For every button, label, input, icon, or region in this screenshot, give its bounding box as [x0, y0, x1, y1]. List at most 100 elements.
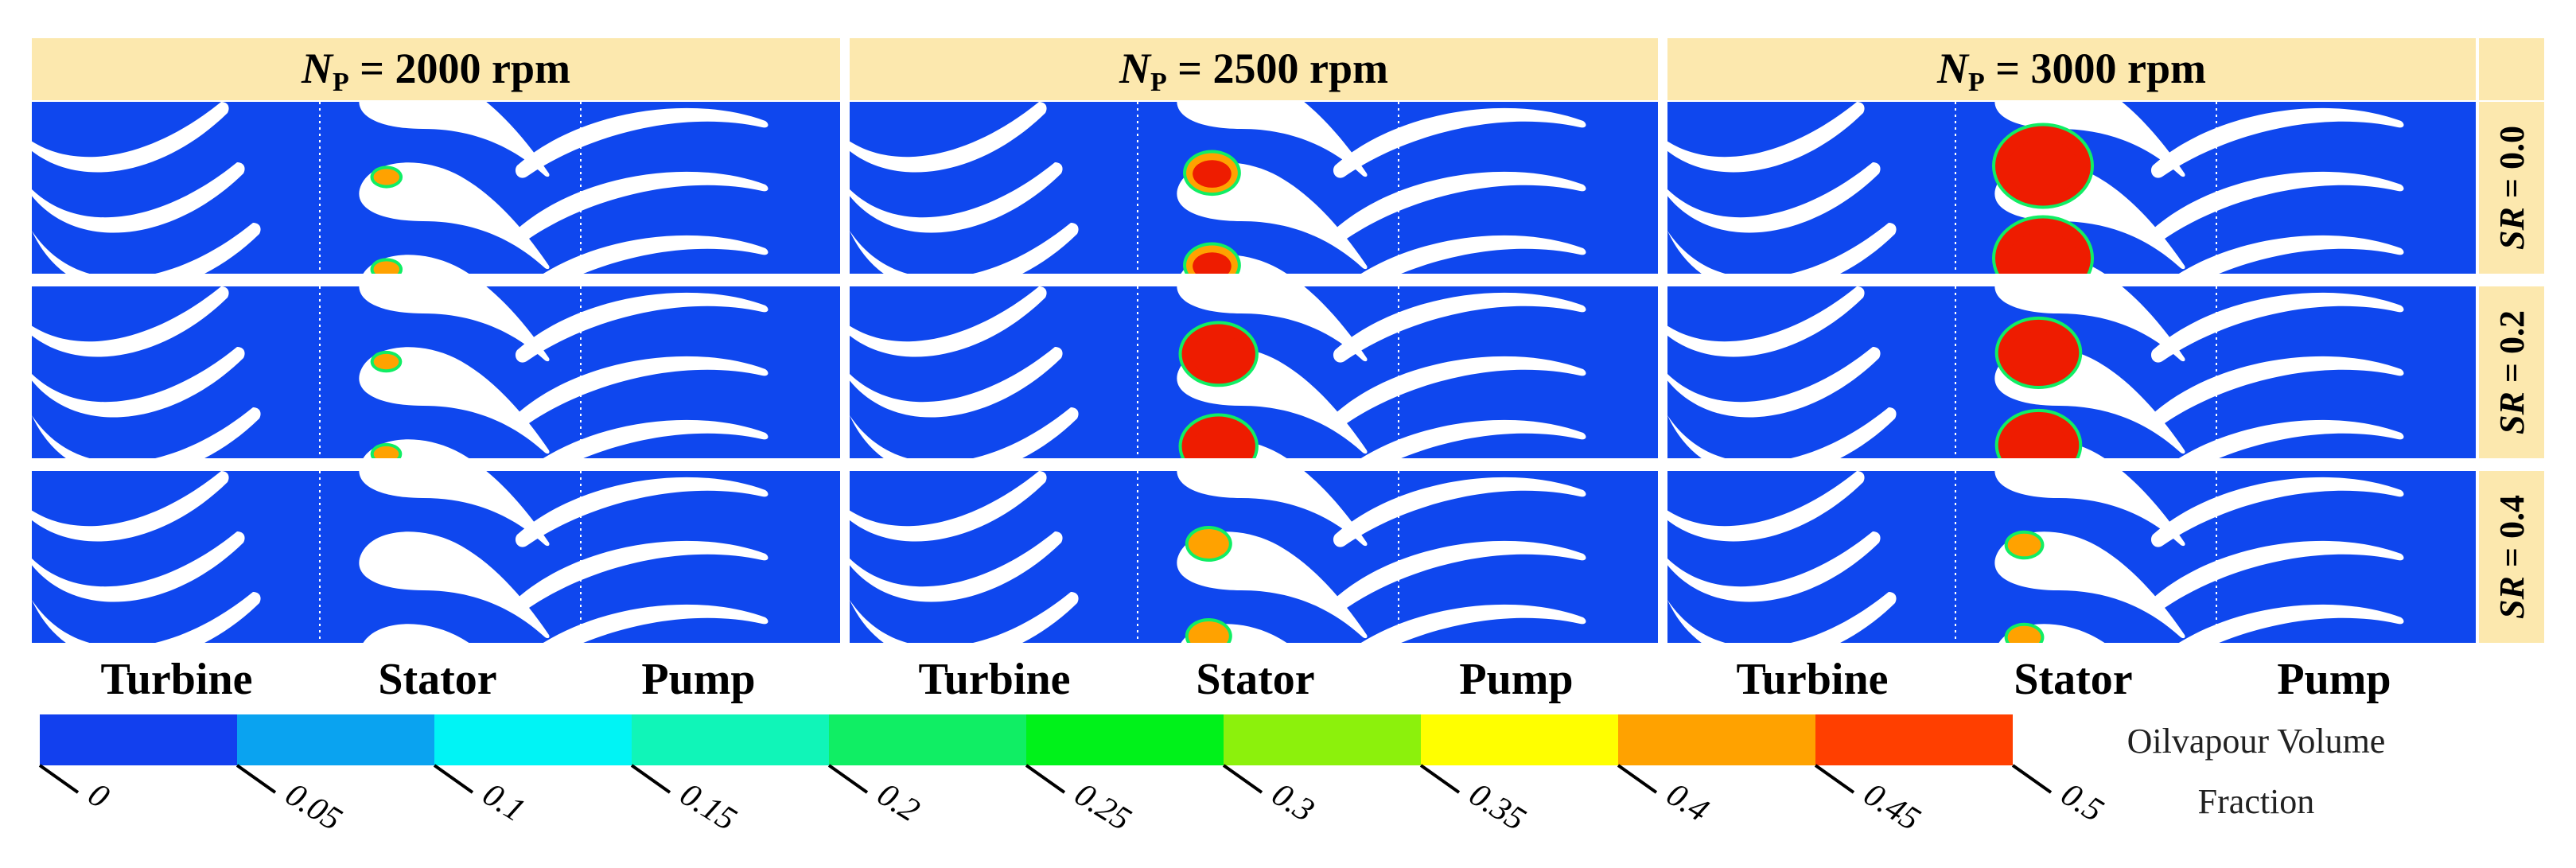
panel-clip-group [1667, 471, 2476, 643]
stator-blade [1177, 102, 1368, 177]
colorbar-segment [237, 714, 434, 765]
cavity-core [1191, 334, 1247, 376]
turbine-blade [850, 286, 1047, 357]
cavity-region [2007, 625, 2041, 643]
cavity-region [2007, 533, 2041, 557]
panel-clip-group [1667, 286, 2476, 458]
colorbar-tick-label: 0.35 [1463, 776, 1532, 838]
stator-blade [359, 471, 550, 547]
colorbar-tick-label: 0.3 [1266, 776, 1321, 829]
pump-blade [1333, 292, 1586, 363]
cavity-core [2008, 331, 2069, 378]
contour-panel [850, 102, 1658, 274]
pump-blade [2150, 540, 2404, 611]
column-header-text: NP = 2500 rpm [1119, 45, 1388, 97]
colorbar-tick-label: 0.05 [279, 776, 348, 838]
turbine-blade [850, 102, 1047, 173]
turbine-blade [32, 471, 229, 542]
component-label-stator: Stator [378, 655, 496, 704]
colorbar-tick [827, 764, 869, 794]
colorbar-tick [1419, 764, 1461, 794]
colorbar-tick [38, 764, 80, 794]
cavity-region [373, 353, 399, 370]
pump-blade [1361, 235, 1586, 274]
pump-blade [2150, 171, 2404, 242]
colorbar-tick-label: 0.1 [477, 776, 531, 829]
turbine-blade [1667, 592, 1897, 643]
cavity-region [373, 169, 400, 185]
turbine-blade [1667, 223, 1897, 274]
pump-blade [515, 107, 769, 178]
pump-blade [2179, 419, 2404, 458]
turbine-blade [1667, 531, 1881, 602]
pump-blade [1333, 107, 1586, 178]
pump-blade [1333, 540, 1586, 611]
pump-blade [543, 235, 769, 274]
contour-panels [32, 102, 2476, 643]
turbine-blade [850, 407, 1079, 458]
pump-blade [543, 419, 769, 458]
colorbar-tick-label: 0.5 [2055, 776, 2110, 829]
stator-blade [1994, 531, 2185, 639]
stator-blade [359, 531, 550, 639]
panel-clip-group [32, 286, 840, 458]
contour-panel [850, 286, 1658, 458]
row-label-text: SR = 0.0 [2492, 126, 2531, 250]
colorbar-tick-label: 0.2 [871, 776, 926, 829]
column-header-bg [32, 38, 840, 100]
contour-panel [1667, 102, 2476, 274]
row-label-bg [2479, 471, 2544, 643]
colorbar-segment [1421, 714, 1618, 765]
pump-blade [515, 477, 769, 547]
cavity-core [2007, 232, 2079, 274]
colorbar-segment [434, 714, 632, 765]
column-header-text: NP = 3000 rpm [1936, 45, 2206, 97]
component-label-stator: Stator [1196, 655, 1314, 704]
pump-blade [2179, 604, 2404, 643]
stator-blade [363, 624, 469, 643]
colorbar-tick [1222, 764, 1263, 794]
column-header-3000: NP = 3000 rpm [1667, 38, 2476, 100]
colorbar-title-line2: Fraction [2198, 782, 2315, 821]
colorbar-segment [632, 714, 829, 765]
colorbar-tick [433, 764, 474, 794]
contour-panel [32, 102, 840, 274]
colorbar-tick-label: 0.45 [1858, 776, 1927, 838]
component-label-pump: Pump [641, 655, 755, 704]
pump-blade [2150, 356, 2404, 426]
column-header-text: NP = 2000 rpm [301, 45, 570, 97]
cavity-region [1188, 529, 1229, 559]
row-label-bg [2479, 286, 2544, 458]
row-label-text: SR = 0.4 [2492, 495, 2531, 619]
cavity-core [1191, 426, 1247, 458]
cavity-core [1193, 252, 1232, 274]
panel-clip-group [32, 102, 840, 274]
colorbar-title-line1: Oilvapour Volume [2127, 722, 2386, 761]
turbine-blade [32, 102, 229, 173]
pump-blade [2179, 235, 2404, 274]
turbine-blade [32, 162, 245, 233]
cavity-core [2008, 423, 2069, 458]
row-labels: SR = 0.0 SR = 0.2 SR = 0.4 [2479, 102, 2544, 643]
turbine-blade [850, 223, 1079, 274]
turbine-blade [1667, 471, 1865, 542]
turbine-blade [32, 286, 229, 357]
colorbar-segment [1026, 714, 1224, 765]
turbine-blade [32, 531, 245, 602]
turbine-blade [1667, 407, 1897, 458]
stator-blade [1177, 531, 1368, 639]
turbine-blade [32, 592, 261, 643]
pump-blade [2150, 477, 2404, 547]
turbine-blade [1667, 162, 1881, 233]
contour-panel [850, 471, 1658, 643]
turbine-blade [32, 223, 261, 274]
component-label-stator: Stator [2014, 655, 2132, 704]
turbine-blade [850, 162, 1063, 233]
pump-blade [2150, 107, 2404, 178]
turbine-blade [1667, 347, 1881, 418]
pump-blade [515, 171, 769, 242]
turbine-blade [850, 531, 1063, 602]
component-labels: Turbine Stator Pump Turbine Stator Pump … [101, 655, 2391, 704]
column-header-2500: NP = 2500 rpm [850, 38, 1658, 100]
